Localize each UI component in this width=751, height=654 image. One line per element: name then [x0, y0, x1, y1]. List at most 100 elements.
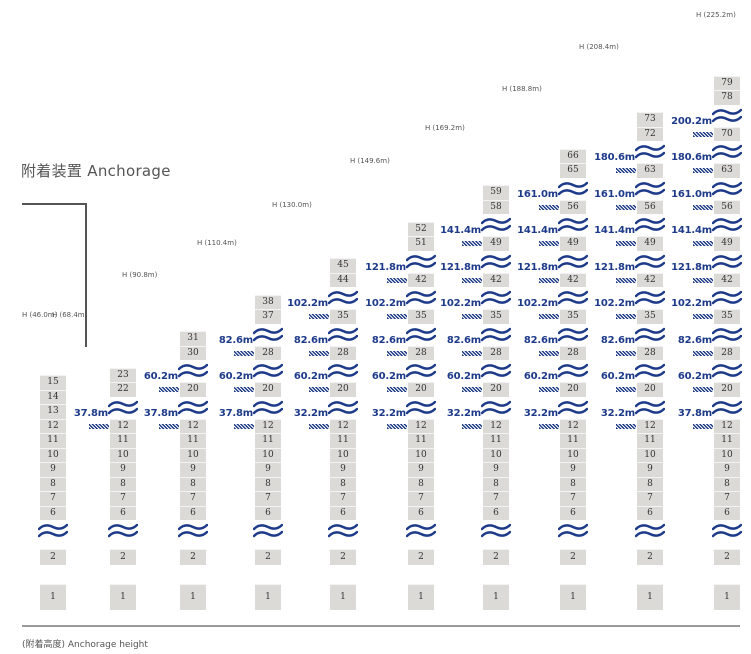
- floor-segment: 9: [637, 462, 663, 477]
- floor-segment: 2: [408, 549, 434, 565]
- floor-segment: 14: [40, 389, 66, 404]
- tower-column: 1 2 6 7 8 9 10 11 12 20 28 37 38: [253, 0, 283, 654]
- floor-segment: 20: [255, 382, 281, 397]
- break-symbol-icon: [406, 396, 436, 419]
- anchorage-tie-icon: [693, 204, 713, 210]
- tower-column: 1 2 6 7 8 9 10 11 12 20 28 35 44 45: [328, 0, 358, 654]
- floor-segment: 9: [483, 462, 509, 477]
- anchorage-tie-icon: [616, 314, 636, 319]
- anchorage-tie-icon: [387, 387, 407, 392]
- anchorage-tie-icon: [539, 350, 559, 356]
- floor-segment: 6: [110, 505, 136, 520]
- floor-segment: 11: [560, 433, 586, 448]
- floor-segment: 15: [40, 375, 66, 390]
- floor-segment: 11: [255, 433, 281, 448]
- anchorage-tie-icon: [234, 350, 254, 356]
- tower-column: 1 2 6 7 8 9 10 11 12 20 28 35 42 49 56 65 66: [558, 0, 588, 654]
- floor-segment: 73: [637, 112, 663, 127]
- anchorage-height-label: 82.6m: [371, 334, 406, 346]
- floor-segment: 45: [330, 258, 356, 273]
- floor-segment: 7: [560, 491, 586, 506]
- floor-segment: 2: [483, 549, 509, 565]
- floor-segment: 20: [560, 382, 586, 397]
- anchorage-height-label: 60.2m: [677, 371, 712, 382]
- break-symbol-icon: [328, 360, 358, 382]
- break-symbol-icon: [635, 250, 665, 273]
- anchorage-tie-icon: [462, 350, 482, 356]
- break-symbol-icon: [178, 520, 208, 542]
- floor-segment: 7: [330, 491, 356, 506]
- anchorage-height-label: 161.0m: [517, 188, 558, 200]
- floor-segment: 35: [637, 309, 663, 324]
- floor-segment: 1: [180, 584, 206, 610]
- floor-segment: 12: [637, 418, 663, 433]
- anchorage-height-label: 121.8m: [594, 261, 635, 273]
- floor-segment: 10: [483, 447, 509, 462]
- break-symbol-icon: [481, 250, 511, 273]
- floor-segment: 1: [637, 584, 663, 610]
- break-symbol-icon: [635, 287, 665, 309]
- anchorage-height-label: 32.2m: [600, 407, 635, 419]
- floor-segment: 20: [180, 382, 206, 397]
- anchorage-height-label: 161.0m: [671, 188, 712, 200]
- floor-segment: 28: [483, 345, 509, 360]
- floor-segment: 28: [330, 345, 356, 360]
- floor-segment: 1: [483, 584, 509, 610]
- floor-segment: 28: [637, 345, 663, 360]
- floor-segment: 6: [560, 505, 586, 520]
- floor-segment: 12: [40, 418, 66, 433]
- floor-segment: 2: [255, 549, 281, 565]
- break-symbol-icon: [712, 141, 742, 163]
- break-symbol-icon: [406, 287, 436, 309]
- floor-segment: 11: [330, 433, 356, 448]
- break-symbol-icon: [178, 396, 208, 419]
- anchorage-height-label: 37.8m: [73, 407, 108, 419]
- anchorage-height-label: 32.2m: [523, 407, 558, 419]
- anchorage-tie-icon: [539, 423, 559, 429]
- break-symbol-icon: [558, 520, 588, 542]
- floor-segment: 20: [483, 382, 509, 397]
- break-symbol-icon: [108, 396, 138, 419]
- floor-segment: 7: [255, 491, 281, 506]
- anchorage-tie-icon: [693, 350, 713, 356]
- anchorage-height-label: 141.4m: [594, 225, 635, 236]
- tower-height-label: H (110.4m): [197, 239, 237, 247]
- floor-segment: 9: [330, 462, 356, 477]
- break-symbol-icon: [712, 360, 742, 382]
- floor-segment: 49: [483, 236, 509, 251]
- break-symbol-icon: [558, 214, 588, 236]
- floor-segment: 20: [714, 382, 740, 397]
- break-symbol-icon: [253, 396, 283, 419]
- bracket-line-vertical: [85, 203, 87, 347]
- anchorage-tie-icon: [539, 204, 559, 210]
- floor-segment: 22: [110, 382, 136, 397]
- floor-segment: 11: [408, 433, 434, 448]
- floor-segment: 35: [330, 309, 356, 324]
- anchorage-height-label: 37.8m: [218, 407, 253, 419]
- floor-segment: 63: [637, 163, 663, 178]
- break-symbol-icon: [635, 520, 665, 542]
- tower-height-label: H (68.4m): [52, 311, 88, 319]
- anchorage-tie-icon: [616, 387, 636, 392]
- anchorage-height-label: 102.2m: [594, 298, 635, 309]
- floor-segment: 7: [483, 491, 509, 506]
- anchorage-height-label: 60.2m: [143, 371, 178, 382]
- floor-segment: 9: [408, 462, 434, 477]
- floor-segment: 12: [714, 418, 740, 433]
- floor-segment: 42: [408, 272, 434, 287]
- floor-segment: 8: [255, 476, 281, 491]
- anchorage-tie-icon: [309, 350, 329, 356]
- break-symbol-icon: [253, 360, 283, 382]
- floor-segment: 1: [110, 584, 136, 610]
- break-symbol-icon: [712, 104, 742, 127]
- floor-segment: 49: [714, 236, 740, 251]
- floor-segment: 66: [560, 148, 586, 163]
- anchorage-tie-icon: [539, 241, 559, 246]
- break-symbol-icon: [328, 323, 358, 346]
- floor-segment: 56: [714, 199, 740, 214]
- floor-segment: 42: [483, 272, 509, 287]
- floor-segment: 42: [560, 272, 586, 287]
- anchorage-tie-icon: [693, 277, 713, 283]
- break-symbol-icon: [558, 177, 588, 200]
- floor-segment: 6: [180, 505, 206, 520]
